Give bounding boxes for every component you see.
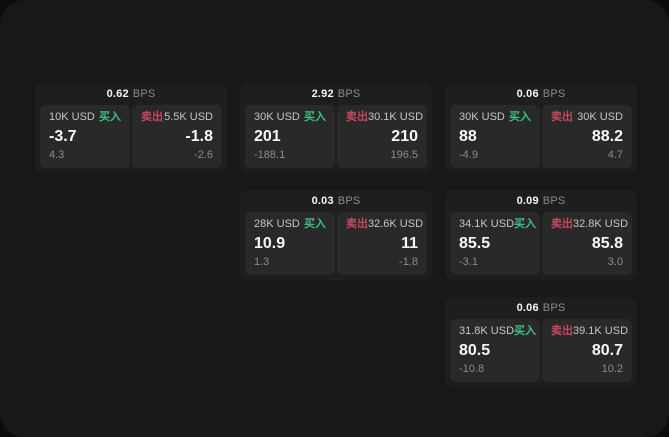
buy-change: -3.1: [459, 256, 478, 268]
buy-tile[interactable]: 34.1K USD 买入 85.5 -3.1: [450, 212, 540, 275]
buy-change: -4.9: [459, 149, 478, 161]
buy-sell-panels: 30K USD 买入 201 -188.1 卖出 30.1K USD 210 1…: [245, 105, 427, 168]
spread-header: 0.06 BPS: [450, 83, 632, 105]
buy-change: -10.8: [459, 363, 485, 375]
spread-value: 0.62: [106, 88, 129, 100]
sell-price: 210: [391, 128, 418, 145]
sell-amount: 39.1K USD: [573, 325, 629, 337]
buy-price: 10.9: [254, 235, 286, 252]
sell-change: -2.6: [194, 149, 213, 161]
sell-tile[interactable]: 卖出 39.1K USD 80.7 10.2: [542, 319, 632, 382]
sell-tile[interactable]: 卖出 32.6K USD 11 -1.8: [337, 212, 427, 275]
sell-side-label: 卖出: [551, 325, 573, 337]
sell-side-label: 卖出: [346, 111, 368, 123]
quote-card: 0.06 BPS 30K USD 买入 88 -4.9 卖出 30K USD: [445, 83, 637, 173]
sell-amount: 30.1K USD: [368, 111, 424, 123]
spread-value: 0.03: [311, 195, 334, 207]
spread-header: 0.62 BPS: [40, 83, 222, 105]
quote-card: 0.03 BPS 28K USD 买入 10.9 1.3 卖出 32.6K US…: [240, 190, 432, 280]
quote-card: 0.62 BPS 10K USD 买入 -3.7 4.3 卖出 5.5K USD: [35, 83, 227, 173]
buy-tile[interactable]: 31.8K USD 买入 80.5 -10.8: [450, 319, 540, 382]
buy-tile[interactable]: 30K USD 买入 88 -4.9: [450, 105, 540, 168]
buy-side-label: 买入: [99, 111, 121, 123]
buy-tile[interactable]: 10K USD 买入 -3.7 4.3: [40, 105, 130, 168]
sell-change: 3.0: [607, 256, 623, 268]
spread-value: 2.92: [311, 88, 334, 100]
spread-unit-label: BPS: [337, 195, 361, 207]
sell-change: 196.5: [390, 149, 418, 161]
sell-change: -1.8: [399, 256, 418, 268]
buy-price: 80.5: [459, 342, 491, 359]
spread-unit-label: BPS: [542, 88, 566, 100]
sell-price: 88.2: [591, 128, 623, 145]
buy-side-label: 买入: [304, 218, 326, 230]
buy-price: 88: [459, 128, 477, 145]
sell-amount: 32.6K USD: [368, 218, 424, 230]
sell-price: -1.8: [185, 128, 213, 145]
sell-change: 10.2: [601, 363, 623, 375]
buy-tile[interactable]: 28K USD 买入 10.9 1.3: [245, 212, 335, 275]
buy-change: 1.3: [254, 256, 270, 268]
sell-amount: 30K USD: [577, 111, 623, 123]
sell-side-label: 卖出: [141, 111, 163, 123]
sell-side-label: 卖出: [551, 111, 573, 123]
buy-side-label: 买入: [509, 111, 531, 123]
sell-amount: 32.8K USD: [573, 218, 629, 230]
spread-value: 0.06: [516, 88, 539, 100]
sell-tile[interactable]: 卖出 30K USD 88.2 4.7: [542, 105, 632, 168]
buy-amount: 31.8K USD: [459, 325, 515, 337]
sell-change: 4.7: [607, 149, 623, 161]
spread-unit-label: BPS: [542, 302, 566, 314]
spread-unit-label: BPS: [542, 195, 566, 207]
spread-header: 2.92 BPS: [245, 83, 427, 105]
buy-sell-panels: 34.1K USD 买入 85.5 -3.1 卖出 32.8K USD 85.8…: [450, 212, 632, 275]
buy-sell-panels: 31.8K USD 买入 80.5 -10.8 卖出 39.1K USD 80.…: [450, 319, 632, 382]
buy-price: 201: [254, 128, 281, 145]
buy-side-label: 买入: [514, 325, 537, 337]
sell-price: 80.7: [591, 342, 623, 359]
spread-header: 0.09 BPS: [450, 190, 632, 212]
quote-card: 2.92 BPS 30K USD 买入 201 -188.1 卖出 30.1K …: [240, 83, 432, 173]
quote-card: 0.09 BPS 34.1K USD 买入 85.5 -3.1 卖出 32.8K…: [445, 190, 637, 280]
spread-unit-label: BPS: [132, 88, 156, 100]
sell-side-label: 卖出: [346, 218, 368, 230]
buy-price: -3.7: [49, 128, 77, 145]
buy-amount: 34.1K USD: [459, 218, 515, 230]
buy-sell-panels: 28K USD 买入 10.9 1.3 卖出 32.6K USD 11 -1.8: [245, 212, 427, 275]
quote-card-grid: 0.62 BPS 10K USD 买入 -3.7 4.3 卖出 5.5K USD: [35, 83, 637, 387]
buy-price: 85.5: [459, 235, 491, 252]
spread-value: 0.09: [516, 195, 539, 207]
sell-amount: 5.5K USD: [164, 111, 213, 123]
spread-value: 0.06: [516, 302, 539, 314]
buy-tile[interactable]: 30K USD 买入 201 -188.1: [245, 105, 335, 168]
buy-change: 4.3: [49, 149, 65, 161]
buy-amount: 10K USD: [49, 111, 95, 123]
buy-side-label: 买入: [304, 111, 326, 123]
sell-tile[interactable]: 卖出 32.8K USD 85.8 3.0: [542, 212, 632, 275]
buy-sell-panels: 10K USD 买入 -3.7 4.3 卖出 5.5K USD -1.8 -2.…: [40, 105, 222, 168]
spread-unit-label: BPS: [337, 88, 361, 100]
sell-price: 85.8: [591, 235, 623, 252]
buy-amount: 28K USD: [254, 218, 300, 230]
sell-tile[interactable]: 卖出 30.1K USD 210 196.5: [337, 105, 427, 168]
quote-card: 0.06 BPS 31.8K USD 买入 80.5 -10.8 卖出 39.1…: [445, 297, 637, 387]
buy-side-label: 买入: [514, 218, 537, 230]
spread-header: 0.06 BPS: [450, 297, 632, 319]
sell-tile[interactable]: 卖出 5.5K USD -1.8 -2.6: [132, 105, 222, 168]
buy-sell-panels: 30K USD 买入 88 -4.9 卖出 30K USD 88.2 4.7: [450, 105, 632, 168]
buy-change: -188.1: [254, 149, 286, 161]
sell-price: 11: [401, 235, 418, 252]
sell-side-label: 卖出: [551, 218, 573, 230]
buy-amount: 30K USD: [254, 111, 300, 123]
spread-header: 0.03 BPS: [245, 190, 427, 212]
buy-amount: 30K USD: [459, 111, 505, 123]
